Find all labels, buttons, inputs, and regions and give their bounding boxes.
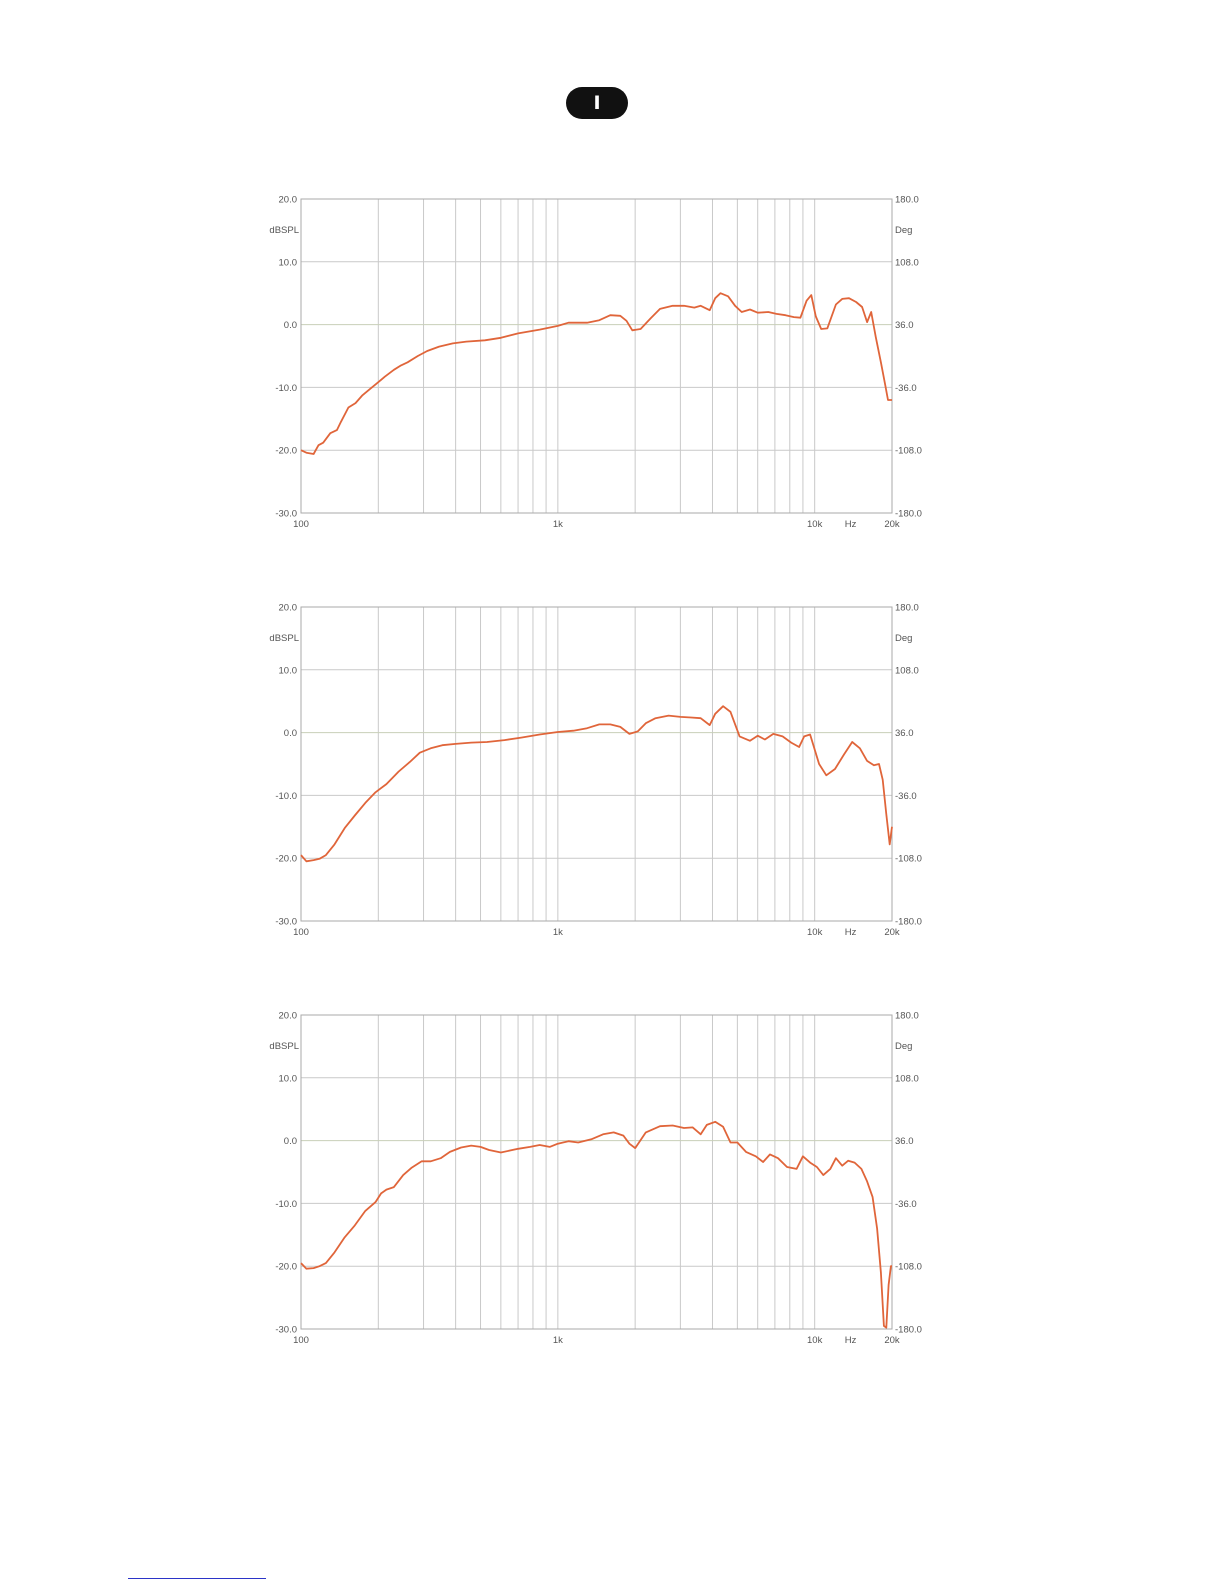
y-tick-label: 20.0 bbox=[279, 1011, 298, 1022]
y2-tick-label: -108.0 bbox=[895, 1262, 922, 1273]
y2-tick-label: -108.0 bbox=[895, 446, 922, 457]
x-tick-label: 100 bbox=[293, 1335, 309, 1346]
grid-lines bbox=[301, 607, 892, 921]
x-tick-label: 10k bbox=[807, 1335, 823, 1346]
y-tick-label: -10.0 bbox=[275, 1199, 297, 1210]
x-tick-label: 100 bbox=[293, 927, 309, 938]
y-tick-label: -30.0 bbox=[275, 509, 297, 520]
x-unit-label: Hz bbox=[845, 519, 857, 530]
y-tick-label: 20.0 bbox=[279, 195, 298, 206]
y2-tick-label: 108.0 bbox=[895, 665, 919, 676]
frequency-response-chart-1: 20.0 10.0 0.0 -10.0 -20.0 -30.0 180.0 108.0 36.0… bbox=[245, 190, 965, 531]
y2-tick-label: -36.0 bbox=[895, 791, 917, 802]
y2-tick-label: 180.0 bbox=[895, 603, 919, 614]
y2-axis-label: Deg bbox=[895, 633, 912, 644]
x-tick-label: 1k bbox=[553, 927, 563, 938]
y2-tick-label: -36.0 bbox=[895, 1199, 917, 1210]
y-tick-label: 10.0 bbox=[279, 1073, 298, 1084]
y-tick-label: -30.0 bbox=[275, 917, 297, 928]
grid-lines bbox=[301, 1015, 892, 1329]
y2-tick-label: 36.0 bbox=[895, 320, 914, 331]
frequency-response-line bbox=[300, 705, 893, 863]
plot-frame bbox=[300, 198, 893, 514]
y-tick-label: 20.0 bbox=[279, 603, 298, 614]
x-tick-label: 100 bbox=[293, 519, 309, 530]
y-tick-label: -20.0 bbox=[275, 446, 297, 457]
y-tick-label: -10.0 bbox=[275, 383, 297, 394]
y-tick-label: -20.0 bbox=[275, 854, 297, 865]
x-tick-label: 1k bbox=[553, 1335, 563, 1346]
x-tick-label: 10k bbox=[807, 927, 823, 938]
y-tick-label: 0.0 bbox=[284, 728, 297, 739]
y2-tick-label: 108.0 bbox=[895, 1073, 919, 1084]
grid-lines bbox=[301, 199, 892, 513]
y2-tick-label: -180.0 bbox=[895, 509, 922, 520]
y2-tick-label: 180.0 bbox=[895, 1011, 919, 1022]
frequency-response-line bbox=[300, 292, 892, 455]
y-axis-label: dBSPL bbox=[269, 225, 299, 236]
y2-axis-label: Deg bbox=[895, 225, 912, 236]
x-tick-label: 1k bbox=[553, 519, 563, 530]
y-tick-label: -20.0 bbox=[275, 1262, 297, 1273]
y-tick-label: -30.0 bbox=[275, 1325, 297, 1336]
y-tick-label: 0.0 bbox=[284, 1136, 297, 1147]
frequency-response-line bbox=[300, 1120, 892, 1329]
y2-tick-label: -108.0 bbox=[895, 854, 922, 865]
y-tick-label: 0.0 bbox=[284, 320, 297, 331]
page-section-badge: I bbox=[566, 87, 628, 119]
y-tick-label: 10.0 bbox=[279, 257, 298, 268]
x-tick-label: 10k bbox=[807, 519, 823, 530]
y-axis-label: dBSPL bbox=[269, 1041, 299, 1052]
plot-frame bbox=[300, 606, 893, 922]
y-tick-label: -10.0 bbox=[275, 791, 297, 802]
y2-tick-label: 108.0 bbox=[895, 257, 919, 268]
footer-link-underline bbox=[128, 1578, 266, 1579]
x-tick-label: 20k bbox=[884, 927, 900, 938]
y2-tick-label: -180.0 bbox=[895, 917, 922, 928]
plot-frame bbox=[300, 1014, 893, 1330]
y2-axis-label: Deg bbox=[895, 1041, 912, 1052]
y-axis-label: dBSPL bbox=[269, 633, 299, 644]
x-tick-label: 20k bbox=[884, 519, 900, 530]
frequency-response-chart-3: 20.0 10.0 0.0 -10.0 -20.0 -30.0 180.0 108.0 36.0… bbox=[245, 1006, 965, 1347]
x-unit-label: Hz bbox=[845, 927, 857, 938]
y-tick-label: 10.0 bbox=[279, 665, 298, 676]
y2-tick-label: -180.0 bbox=[895, 1325, 922, 1336]
y2-tick-label: 36.0 bbox=[895, 728, 914, 739]
x-unit-label: Hz bbox=[845, 1335, 857, 1346]
y2-tick-label: 180.0 bbox=[895, 195, 919, 206]
y2-tick-label: -36.0 bbox=[895, 383, 917, 394]
y2-tick-label: 36.0 bbox=[895, 1136, 914, 1147]
x-tick-label: 20k bbox=[884, 1335, 900, 1346]
frequency-response-chart-2: 20.0 10.0 0.0 -10.0 -20.0 -30.0 180.0 108.0 36.0… bbox=[245, 598, 965, 939]
